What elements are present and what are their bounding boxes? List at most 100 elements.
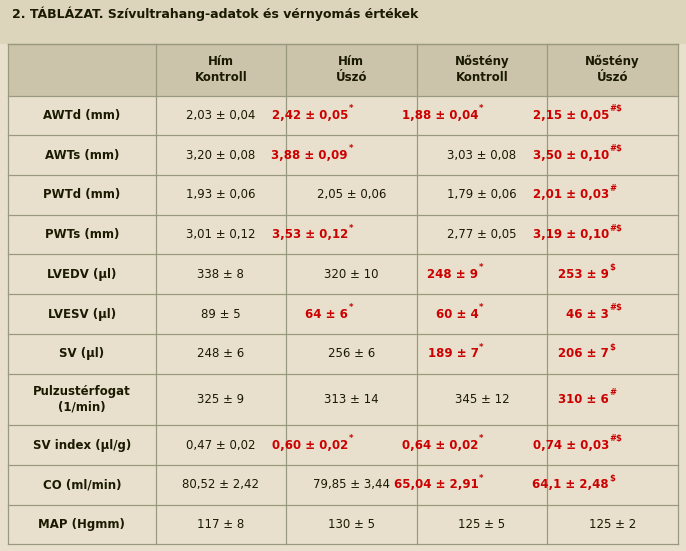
Text: 0,74 ± 0,03: 0,74 ± 0,03 bbox=[533, 439, 609, 451]
Text: 2. TÁBLÁZAT. Szívultrahang-adatok és vérnyomás értékek: 2. TÁBLÁZAT. Szívultrahang-adatok és vér… bbox=[12, 6, 418, 20]
Bar bbox=[416, 175, 547, 215]
Text: 64,1 ± 2,48: 64,1 ± 2,48 bbox=[532, 478, 609, 491]
Bar bbox=[156, 465, 286, 505]
Bar bbox=[416, 294, 547, 334]
Bar bbox=[416, 95, 547, 135]
Bar bbox=[8, 374, 156, 425]
Bar bbox=[156, 334, 286, 374]
Bar bbox=[8, 294, 156, 334]
Text: 89 ± 5: 89 ± 5 bbox=[201, 307, 241, 321]
Text: 117 ± 8: 117 ± 8 bbox=[197, 518, 244, 531]
Bar bbox=[286, 294, 416, 334]
Text: Hím
Úszó: Hím Úszó bbox=[335, 55, 367, 84]
Text: 3,50 ± 0,10: 3,50 ± 0,10 bbox=[533, 149, 609, 161]
Bar bbox=[156, 175, 286, 215]
Bar bbox=[156, 255, 286, 294]
Bar bbox=[8, 215, 156, 255]
Text: 3,20 ± 0,08: 3,20 ± 0,08 bbox=[186, 149, 255, 161]
Bar bbox=[416, 215, 547, 255]
Bar bbox=[416, 374, 547, 425]
Text: 2,42 ± 0,05: 2,42 ± 0,05 bbox=[272, 109, 348, 122]
Text: Hím
Kontroll: Hím Kontroll bbox=[194, 55, 247, 84]
Text: #: # bbox=[610, 388, 617, 397]
Bar bbox=[416, 135, 547, 175]
Text: #$: #$ bbox=[610, 104, 623, 114]
Bar bbox=[156, 294, 286, 334]
Text: 2,01 ± 0,03: 2,01 ± 0,03 bbox=[533, 188, 609, 201]
Text: $: $ bbox=[610, 263, 615, 272]
Text: 0,64 ± 0,02: 0,64 ± 0,02 bbox=[402, 439, 479, 451]
Text: 2,15 ± 0,05: 2,15 ± 0,05 bbox=[533, 109, 609, 122]
Bar bbox=[8, 95, 156, 135]
Bar bbox=[156, 135, 286, 175]
Bar bbox=[156, 505, 286, 544]
Text: LVEDV (µl): LVEDV (µl) bbox=[47, 268, 117, 281]
Text: 248 ± 9: 248 ± 9 bbox=[427, 268, 479, 281]
Text: 80,52 ± 2,42: 80,52 ± 2,42 bbox=[182, 478, 259, 491]
Text: LVESV (µl): LVESV (µl) bbox=[48, 307, 116, 321]
Text: 125 ± 5: 125 ± 5 bbox=[458, 518, 506, 531]
Text: #$: #$ bbox=[610, 144, 623, 153]
Text: Nőstény
Úszó: Nőstény Úszó bbox=[585, 55, 640, 84]
Text: Pulzustérfogat
(1/min): Pulzustérfogat (1/min) bbox=[33, 386, 131, 413]
Text: 206 ± 7: 206 ± 7 bbox=[558, 347, 609, 360]
Bar bbox=[547, 175, 678, 215]
Text: *: * bbox=[348, 303, 353, 312]
Text: *: * bbox=[480, 263, 484, 272]
Bar bbox=[286, 44, 416, 95]
Text: 1,79 ± 0,06: 1,79 ± 0,06 bbox=[447, 188, 517, 201]
Text: *: * bbox=[348, 224, 353, 233]
Text: #$: #$ bbox=[610, 303, 623, 312]
Text: 3,53 ± 0,12: 3,53 ± 0,12 bbox=[272, 228, 348, 241]
Bar bbox=[547, 215, 678, 255]
Bar bbox=[156, 215, 286, 255]
Bar bbox=[416, 44, 547, 95]
Text: 64 ± 6: 64 ± 6 bbox=[305, 307, 348, 321]
Text: 3,88 ± 0,09: 3,88 ± 0,09 bbox=[272, 149, 348, 161]
Bar bbox=[286, 175, 416, 215]
Bar bbox=[156, 374, 286, 425]
Text: 65,04 ± 2,91: 65,04 ± 2,91 bbox=[394, 478, 479, 491]
Bar bbox=[286, 255, 416, 294]
Text: AWTs (mm): AWTs (mm) bbox=[45, 149, 119, 161]
Text: *: * bbox=[480, 343, 484, 352]
Text: *: * bbox=[480, 434, 484, 443]
Bar bbox=[286, 374, 416, 425]
Text: 2,05 ± 0,06: 2,05 ± 0,06 bbox=[317, 188, 386, 201]
Bar bbox=[0, 0, 686, 44]
Text: 1,93 ± 0,06: 1,93 ± 0,06 bbox=[186, 188, 256, 201]
Bar bbox=[286, 425, 416, 465]
Bar bbox=[8, 334, 156, 374]
Bar bbox=[547, 334, 678, 374]
Text: 3,03 ± 0,08: 3,03 ± 0,08 bbox=[447, 149, 517, 161]
Text: 189 ± 7: 189 ± 7 bbox=[427, 347, 479, 360]
Text: 253 ± 9: 253 ± 9 bbox=[558, 268, 609, 281]
Text: AWTd (mm): AWTd (mm) bbox=[43, 109, 121, 122]
Text: 79,85 ± 3,44: 79,85 ± 3,44 bbox=[313, 478, 390, 491]
Text: 0,60 ± 0,02: 0,60 ± 0,02 bbox=[272, 439, 348, 451]
Bar bbox=[286, 215, 416, 255]
Text: 345 ± 12: 345 ± 12 bbox=[455, 393, 509, 406]
Text: SV (µl): SV (µl) bbox=[59, 347, 104, 360]
Text: 2,77 ± 0,05: 2,77 ± 0,05 bbox=[447, 228, 517, 241]
Bar bbox=[286, 135, 416, 175]
Text: 1,88 ± 0,04: 1,88 ± 0,04 bbox=[402, 109, 479, 122]
Bar bbox=[547, 425, 678, 465]
Bar bbox=[416, 334, 547, 374]
Text: *: * bbox=[480, 303, 484, 312]
Bar bbox=[547, 135, 678, 175]
Bar bbox=[8, 255, 156, 294]
Text: 130 ± 5: 130 ± 5 bbox=[328, 518, 375, 531]
Bar bbox=[547, 44, 678, 95]
Bar bbox=[286, 95, 416, 135]
Text: 2,03 ± 0,04: 2,03 ± 0,04 bbox=[186, 109, 255, 122]
Text: SV index (µl/g): SV index (µl/g) bbox=[33, 439, 131, 451]
Text: 310 ± 6: 310 ± 6 bbox=[558, 393, 609, 406]
Text: $: $ bbox=[610, 343, 615, 352]
Text: #$: #$ bbox=[610, 224, 623, 233]
Text: 325 ± 9: 325 ± 9 bbox=[198, 393, 244, 406]
Bar bbox=[156, 44, 286, 95]
Bar bbox=[547, 95, 678, 135]
Text: 60 ± 4: 60 ± 4 bbox=[436, 307, 479, 321]
Bar bbox=[286, 334, 416, 374]
